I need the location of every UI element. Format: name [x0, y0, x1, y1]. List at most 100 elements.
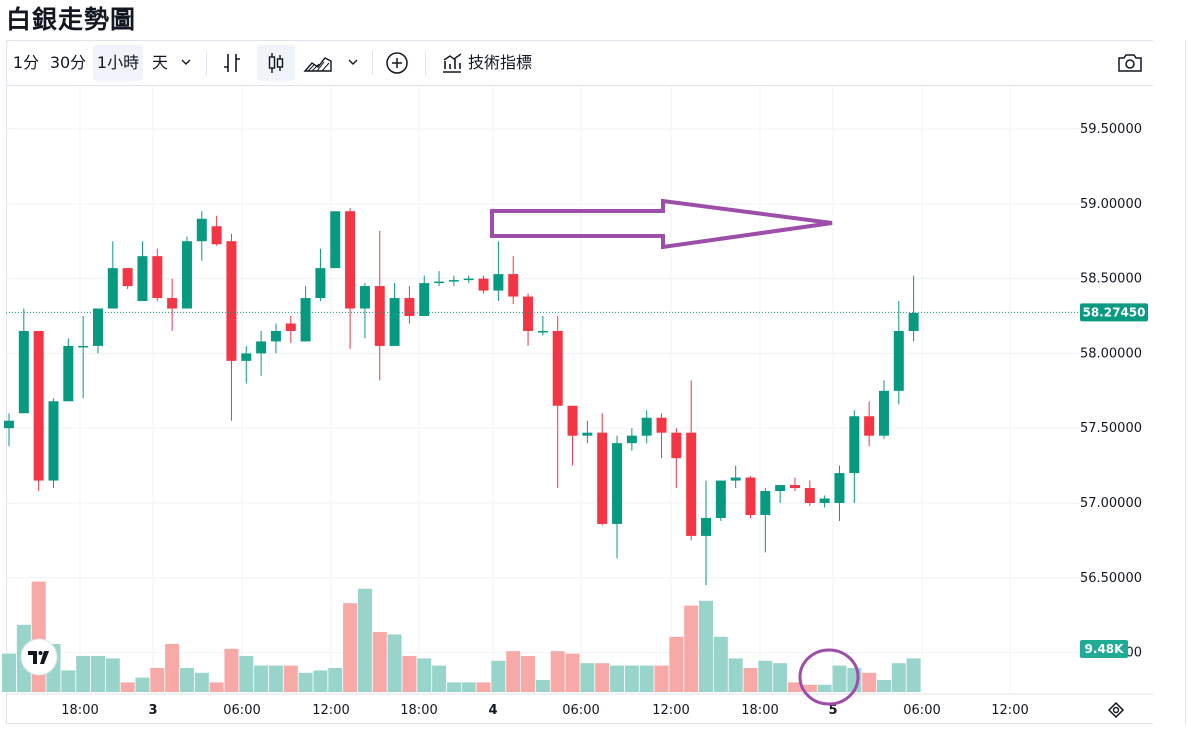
- candle-body: [775, 485, 786, 492]
- volume-bar: [506, 651, 521, 692]
- candle-body: [789, 485, 800, 489]
- x-tick-label: 12:00: [991, 703, 1028, 718]
- y-tick-label: 57.50000: [1080, 421, 1142, 436]
- volume-bar: [787, 682, 802, 692]
- candle-body: [597, 432, 608, 524]
- candle-body: [419, 283, 430, 316]
- volume-tag: 9.48K: [1080, 640, 1128, 658]
- x-tick-label: 3: [148, 703, 157, 718]
- volume-bar: [743, 668, 758, 692]
- candle-body: [434, 281, 445, 284]
- candle-body: [552, 330, 563, 406]
- candle-body: [686, 432, 697, 536]
- settings-icon[interactable]: [1107, 701, 1125, 719]
- candle-body: [226, 241, 237, 361]
- volume-bar: [239, 656, 254, 692]
- volume-bar: [343, 603, 358, 692]
- candle-body: [48, 401, 59, 481]
- volume-bar: [179, 668, 194, 692]
- volume-bar: [90, 656, 105, 692]
- volume-bar: [713, 636, 728, 692]
- volume-bar: [150, 668, 165, 692]
- volume-bar: [654, 665, 669, 692]
- volume-bar: [535, 680, 550, 692]
- volume-bar: [446, 682, 461, 692]
- x-tick-label: 06:00: [562, 703, 599, 718]
- candle-body: [4, 420, 14, 429]
- candle-body: [78, 345, 89, 348]
- candle-body: [300, 298, 311, 342]
- interval-1m-button[interactable]: 1分: [12, 53, 40, 72]
- candle-body: [211, 226, 222, 245]
- area-chart-icon[interactable]: [303, 51, 333, 75]
- interval-day-button[interactable]: 天: [151, 53, 168, 72]
- candle-body: [819, 498, 830, 503]
- candle-body: [745, 477, 756, 515]
- candle-body: [196, 218, 207, 242]
- camera-icon[interactable]: [1117, 52, 1143, 74]
- candle-body: [63, 345, 74, 402]
- candle-body: [359, 286, 370, 309]
- x-tick-label: 12:00: [652, 703, 689, 718]
- volume-bar: [254, 665, 269, 692]
- page-title: 白銀走勢圖: [6, 5, 137, 34]
- candle-body: [508, 274, 519, 297]
- candlestick-button[interactable]: [257, 45, 295, 81]
- x-tick-label: 12:00: [312, 703, 349, 718]
- candle-body: [582, 432, 593, 436]
- volume-bar: [461, 682, 476, 692]
- x-tick-label: 18:00: [741, 703, 778, 718]
- candle-body: [122, 268, 133, 287]
- volume-bar: [817, 684, 832, 692]
- volume-bar: [595, 663, 610, 692]
- chevron-down-icon[interactable]: [180, 57, 192, 67]
- volume-bar: [313, 670, 328, 692]
- candle-body: [537, 330, 548, 333]
- candle-body: [256, 341, 267, 354]
- x-tick-label: 18:00: [400, 703, 437, 718]
- candle-body: [656, 417, 667, 433]
- candle-body: [878, 390, 889, 436]
- volume-bar: [209, 682, 224, 692]
- volume-bar: [491, 660, 506, 692]
- candle-body: [107, 268, 118, 309]
- candle-body: [523, 296, 534, 331]
- indicators-icon[interactable]: [440, 51, 464, 75]
- volume-bar: [624, 665, 639, 692]
- candle-body: [671, 432, 682, 459]
- volume-bar: [728, 658, 743, 692]
- candle-body: [270, 330, 281, 342]
- candle-body: [730, 477, 741, 481]
- plus-circle-icon[interactable]: [385, 51, 409, 75]
- candle-body: [18, 330, 29, 414]
- last-price-tag-bg: [1080, 303, 1148, 322]
- volume-bar: [105, 658, 120, 692]
- candle-body: [92, 308, 103, 346]
- interval-1h-button[interactable]: 1小時: [93, 45, 143, 81]
- volume-bar: [580, 663, 595, 692]
- grid: [6, 86, 1080, 692]
- volume-bar: [565, 653, 580, 692]
- volume-bar: [268, 665, 283, 692]
- volume-bar: [357, 588, 372, 692]
- candle-body: [478, 278, 489, 291]
- volume-bar: [906, 658, 921, 692]
- volume-bar: [283, 665, 298, 692]
- indicators-button[interactable]: 技術指標: [468, 53, 533, 72]
- candle-body: [448, 280, 459, 282]
- bar-chart-icon[interactable]: [220, 51, 246, 75]
- annotation-arrow-shape: [490, 198, 833, 250]
- volume-bar: [476, 682, 491, 692]
- volume-bar: [76, 656, 91, 692]
- last-price-tag: 58.27450: [1080, 303, 1148, 322]
- volume-bar: [773, 663, 788, 692]
- candle-body: [330, 211, 341, 269]
- annotation-arrow: [490, 198, 833, 250]
- candle-body: [152, 256, 163, 299]
- volume-bar: [120, 682, 135, 692]
- interval-30m-button[interactable]: 30分: [49, 53, 87, 72]
- volume-bar: [165, 644, 180, 692]
- chevron-down-icon[interactable]: [347, 57, 359, 67]
- candlesticks: [4, 208, 919, 586]
